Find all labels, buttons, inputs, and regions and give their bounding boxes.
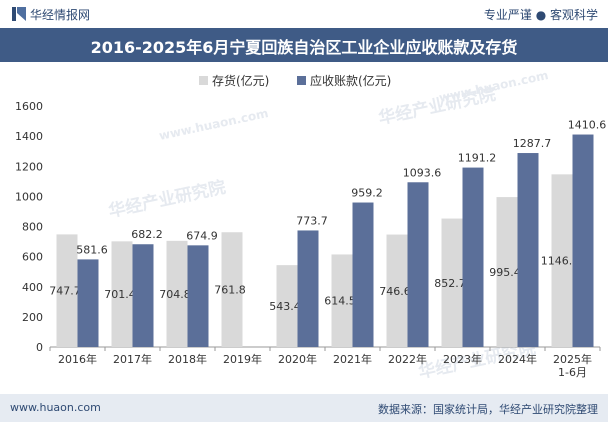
top-bar: 华经情报网 专业严谨 ● 客观科学 (0, 0, 608, 28)
inventory-value-label: 995.4 (489, 266, 521, 279)
inventory-value-label: 614.5 (324, 295, 356, 308)
y-tick-label: 1200 (15, 160, 43, 173)
x-tick-label: 2020年 (278, 352, 317, 366)
x-tick-label: 2024年 (498, 352, 537, 366)
watermark: www.huaon.com (158, 106, 270, 143)
receivables-value-label: 773.7 (296, 214, 328, 227)
x-tick-label: 2025年 (553, 352, 592, 366)
x-tick-label: 2017年 (113, 352, 152, 366)
inventory-value-label: 746.6 (379, 285, 411, 298)
inventory-bar (386, 234, 408, 347)
receivables-bar (517, 153, 539, 347)
title-bar: 2016-2025年6月宁夏回族自治区工业企业应收账款及存货 (0, 28, 608, 62)
y-tick-label: 200 (22, 311, 43, 324)
inventory-value-label: 704.8 (159, 288, 191, 301)
receivables-bar (187, 245, 209, 347)
x-tick-label: 2019年 (223, 352, 262, 366)
inventory-bar (551, 174, 573, 347)
receivables-value-label: 682.2 (131, 228, 163, 241)
receivables-value-label: 581.6 (76, 243, 108, 256)
x-tick-label: 2016年 (58, 352, 97, 366)
receivables-value-label: 1410.6 (568, 119, 607, 132)
inventory-bar (496, 197, 518, 347)
inventory-bar (331, 254, 353, 347)
x-tick-label: 2018年 (168, 352, 207, 366)
chart-title: 2016-2025年6月宁夏回族自治区工业企业应收账款及存货 (90, 38, 518, 57)
footer-site: www.huaon.com (10, 401, 101, 414)
receivables-bar (297, 230, 319, 347)
receivables-value-label: 959.2 (351, 187, 383, 200)
receivables-value-label: 674.9 (186, 229, 218, 242)
legend-swatch (199, 76, 208, 85)
watermark: 华经产业研究院 (107, 177, 228, 222)
brand-name: 华经情报网 (30, 8, 91, 22)
inventory-value-label: 747.7 (49, 285, 81, 298)
legend-label: 应收账款(亿元) (310, 73, 391, 88)
y-tick-label: 800 (22, 221, 43, 234)
brand-logo-icon (12, 7, 26, 21)
receivables-value-label: 1191.2 (458, 152, 497, 165)
y-tick-label: 600 (22, 251, 43, 264)
y-tick-label: 0 (36, 341, 43, 354)
receivables-bar (77, 259, 99, 347)
receivables-value-label: 1287.7 (513, 137, 552, 150)
inventory-value-label: 852.7 (434, 277, 466, 290)
inventory-value-label: 761.8 (214, 284, 246, 297)
inventory-bar (221, 232, 243, 347)
x-tick-label: 1-6月 (558, 366, 587, 379)
receivables-bar (462, 167, 484, 347)
inventory-value-label: 701.4 (104, 288, 136, 301)
bar-chart: 华经产业研究院华经产业研究院www.huaon.comwww.huaon.com… (15, 68, 607, 383)
inventory-bar (441, 218, 463, 347)
inventory-bar (56, 234, 78, 347)
y-tick-label: 1000 (15, 190, 43, 203)
receivables-bar (407, 182, 429, 347)
y-tick-label: 400 (22, 281, 43, 294)
y-tick-label: 1600 (15, 100, 43, 113)
inventory-bar (276, 265, 298, 347)
inventory-value-label: 1146.4 (541, 255, 580, 268)
x-tick-label: 2023年 (443, 352, 482, 366)
x-tick-label: 2021年 (333, 352, 372, 366)
legend-label: 存货(亿元) (212, 73, 269, 88)
footer-bar: www.huaon.com 数据来源：国家统计局，华经产业研究院整理 (0, 394, 608, 422)
legend-swatch (297, 76, 306, 85)
receivables-bar (132, 244, 154, 347)
receivables-value-label: 1093.6 (403, 166, 442, 179)
inventory-bar (166, 240, 188, 347)
slogan: 专业严谨 ● 客观科学 (483, 8, 598, 22)
footer-source: 数据来源：国家统计局，华经产业研究院整理 (378, 403, 598, 416)
receivables-bar (352, 202, 374, 347)
receivables-bar (572, 134, 594, 347)
inventory-value-label: 543.4 (269, 300, 301, 313)
inventory-bar (111, 241, 133, 347)
y-tick-label: 1400 (15, 130, 43, 143)
x-tick-label: 2022年 (388, 352, 427, 366)
